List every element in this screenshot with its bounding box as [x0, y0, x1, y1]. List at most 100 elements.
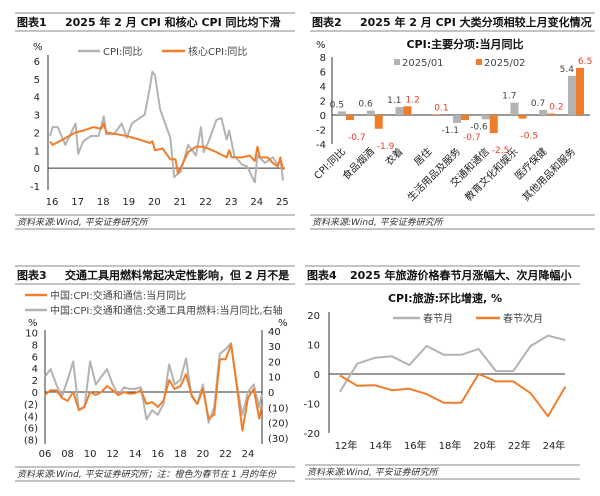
y-tick-label: -1 — [30, 182, 40, 193]
bar — [489, 115, 498, 134]
legend-label: 2025/02 — [484, 58, 526, 69]
legend-label: 春节次月 — [503, 312, 543, 325]
bar — [403, 106, 412, 115]
data-label: 0.5 — [330, 100, 344, 110]
bar — [346, 115, 354, 121]
y-tick-label: 4 — [34, 93, 40, 104]
legend-label: 中国:CPI:交通和通信:当月同比 — [50, 289, 186, 302]
x-tick-label: 17 — [71, 197, 84, 208]
y-tick-label-right: (10) — [268, 403, 289, 414]
legend-label: CPI:同比 — [103, 46, 142, 58]
bar — [395, 107, 404, 115]
y-tick-label: 5 — [34, 75, 40, 86]
data-label: 0.1 — [434, 103, 448, 113]
y-tick-label: 10 — [25, 329, 38, 340]
y-tick-label: (6) — [24, 424, 38, 435]
y-tick-label: 4 — [320, 82, 326, 93]
category-label: 居住 — [411, 145, 434, 168]
bar — [432, 114, 441, 116]
transport-cpi-line — [44, 343, 263, 432]
x-tick-label: 16 — [46, 197, 59, 208]
bar — [510, 102, 519, 115]
legend-swatch-feb — [476, 59, 482, 65]
y-tick-label: (2) — [24, 400, 38, 411]
y-tick-label: 2 — [320, 97, 326, 108]
data-label: -0.7 — [463, 133, 481, 143]
source-note: 资料来源:Wind, 平安证券研究所 — [17, 217, 150, 228]
y-tick-label: 0 — [314, 370, 320, 381]
x-tick-label: 18年 — [439, 439, 462, 452]
data-label: -0.7 — [348, 133, 366, 143]
y-tick-label-right: 0 — [268, 388, 274, 399]
figure-label: 图表2 — [312, 15, 342, 29]
bar — [547, 113, 556, 115]
y-tick-label: 0 — [32, 388, 38, 399]
x-tick-label: 20 — [148, 197, 161, 208]
data-label: 1.1 — [387, 96, 401, 106]
bar — [461, 115, 469, 121]
figure-title: 交通工具用燃料常起决定性影响，但 2 月不是 — [65, 268, 290, 282]
y-tick-label: 6 — [34, 57, 40, 68]
y-tick-label: 6 — [320, 68, 326, 79]
x-tick-label: 20年 — [473, 439, 496, 452]
x-tick-label: 12 — [106, 449, 119, 460]
y-tick-label: (8) — [24, 436, 38, 447]
y-tick-label: -20 — [304, 429, 320, 440]
x-tick-label: 14年 — [369, 439, 392, 452]
y-tick-label-right: 40 — [268, 327, 281, 338]
data-label: 1.2 — [406, 95, 420, 105]
x-tick-label: 20 — [197, 449, 210, 460]
data-label: -1.9 — [377, 142, 395, 152]
y-tick-label: 20 — [307, 311, 320, 322]
bar — [338, 111, 346, 115]
bar — [568, 75, 576, 115]
y-tick-label: -10 — [304, 400, 320, 411]
data-label: -2.5 — [492, 146, 510, 156]
y-tick-label: 2 — [32, 376, 38, 387]
data-label: 1.7 — [502, 92, 516, 102]
bar — [518, 115, 527, 119]
chart-title: CPI:主要分项:当月同比 — [406, 37, 523, 51]
y-axis-unit-right: % — [278, 318, 288, 329]
bar — [576, 67, 584, 115]
source-note: 资料来源:Wind, 平安证券研究所 — [307, 467, 440, 478]
category-label: 食品烟酒 — [339, 145, 376, 182]
data-label: 6.5 — [578, 57, 592, 67]
data-label: 5.4 — [560, 65, 575, 75]
data-label: -0.5 — [521, 132, 539, 142]
y-tick-label: 8 — [320, 53, 326, 64]
y-tick-label: 8 — [32, 340, 38, 351]
y-tick-label: 6 — [32, 352, 38, 363]
data-label: 0.6 — [358, 100, 373, 110]
bar — [539, 109, 548, 115]
legend-label: 春节月 — [423, 313, 453, 325]
y-axis-unit: % — [316, 40, 326, 51]
y-tick-label: -4 — [316, 140, 326, 151]
figure-label: 图表1 — [17, 15, 47, 29]
figure-title: 2025 年 2 月 CPI 大类分项相较上月变化情况 — [360, 15, 592, 29]
x-tick-label: 21 — [174, 197, 187, 208]
legend-label: 2025/01 — [402, 58, 444, 69]
x-tick-label: 14 — [129, 449, 142, 460]
x-tick-label: 25 — [276, 197, 289, 208]
legend-label: 核心CPI:同比 — [188, 45, 247, 58]
x-tick-label: 22 — [219, 449, 232, 460]
figure-label: 图表4 — [307, 268, 337, 282]
x-tick-label: 22 — [199, 197, 212, 208]
source-note: 资料来源:Wind, 平安证券研究所 — [312, 217, 445, 228]
x-tick-label: 22年 — [508, 439, 531, 452]
x-tick-label: 19 — [122, 197, 135, 208]
x-tick-label: 18 — [97, 197, 110, 208]
x-tick-label: 06 — [39, 449, 52, 460]
x-tick-label: 08 — [61, 449, 74, 460]
y-tick-label-right: (20) — [268, 419, 289, 430]
legend-swatch-jan — [394, 59, 400, 65]
data-label: -0.6 — [470, 122, 488, 132]
y-tick-label-right: 10 — [268, 373, 281, 384]
figure-title: 2025 年旅游价格春节月涨幅大、次月降幅小 — [350, 268, 571, 282]
y-tick-label: -2 — [316, 126, 326, 137]
y-axis-unit: % — [33, 42, 43, 53]
cpi-line — [49, 70, 284, 184]
data-label: -1.1 — [441, 126, 459, 136]
